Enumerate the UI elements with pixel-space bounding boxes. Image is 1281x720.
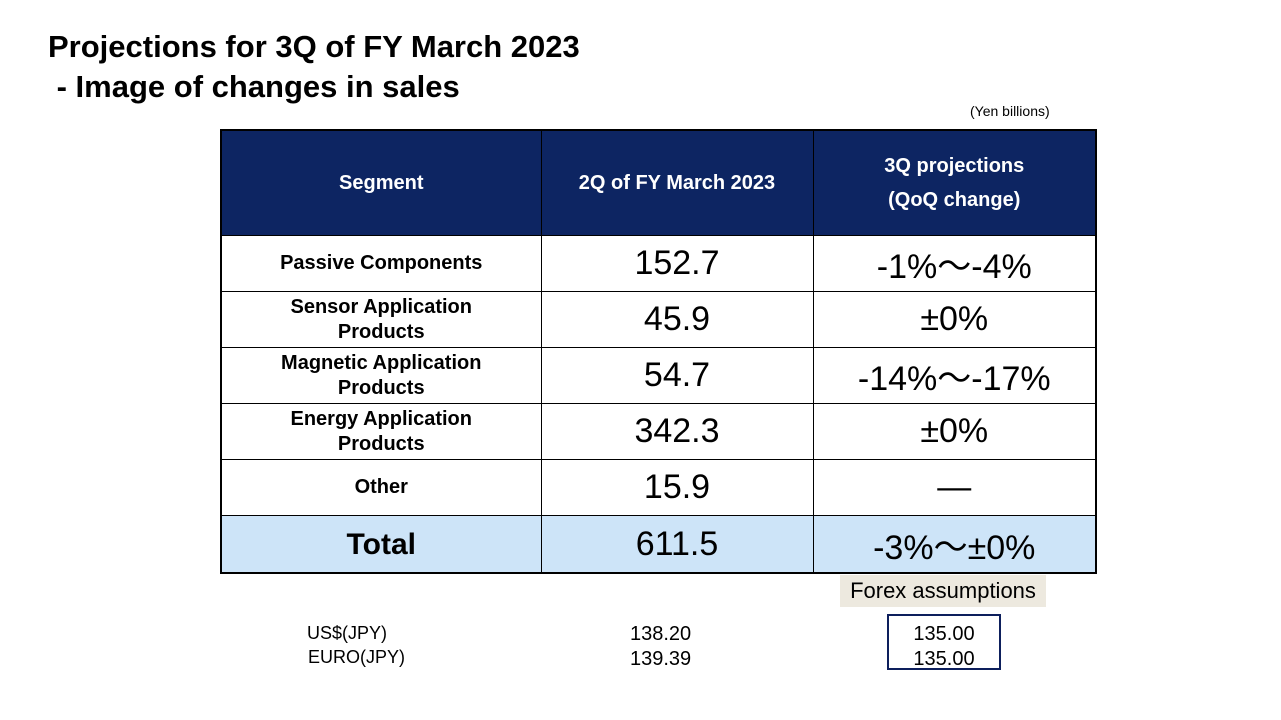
q3-change-cell: ― xyxy=(812,459,1097,516)
header-segment: Segment xyxy=(220,129,542,236)
forex-actual-rates: 138.20 139.39 xyxy=(630,622,691,672)
q3-change-cell: ±0% xyxy=(812,403,1097,460)
forex-currency-list: US$(JPY) EURO(JPY) xyxy=(307,621,405,669)
segment-name-line1: Energy Application xyxy=(290,407,472,430)
title-line-1: Projections for 3Q of FY March 2023 xyxy=(48,29,580,64)
table-row: Passive Components 152.7 -1%～-4% xyxy=(220,235,1097,292)
currency-euro: EURO(JPY) xyxy=(308,647,406,667)
total-row: Total 611.5 -3%～±0% xyxy=(220,515,1097,574)
page-title: Projections for 3Q of FY March 2023 - Im… xyxy=(48,27,580,107)
title-line-2: - Image of changes in sales xyxy=(48,69,460,104)
actual-rate-usd: 138.20 xyxy=(630,623,692,645)
forex-assumptions-label: Forex assumptions xyxy=(840,575,1046,607)
segment-cell: Energy Application Products xyxy=(220,403,542,460)
table-row: Other 15.9 ― xyxy=(220,459,1097,516)
segment-name: Passive Components xyxy=(280,252,483,274)
header-q3-line2: (QoQ change) xyxy=(888,189,1021,211)
q2-value-cell: 342.3 xyxy=(540,403,814,460)
table-row: Energy Application Products 342.3 ±0% xyxy=(220,403,1097,460)
segment-cell: Other xyxy=(220,459,542,516)
table-header-row: Segment 2Q of FY March 2023 3Q projectio… xyxy=(220,129,1097,236)
currency-usd: US$(JPY) xyxy=(307,623,388,643)
segment-name-line1: Sensor Application xyxy=(290,295,472,318)
segment-name-line2: Products xyxy=(337,376,425,399)
segment-name: Other xyxy=(354,476,408,498)
table-row: Magnetic Application Products 54.7 -14%～… xyxy=(220,347,1097,404)
q2-value-cell: 152.7 xyxy=(540,235,814,292)
header-q3-line1: 3Q projections xyxy=(884,155,1025,177)
unit-note: (Yen billions) xyxy=(970,103,1050,119)
segment-cell: Sensor Application Products xyxy=(220,291,542,348)
q2-value-cell: 15.9 xyxy=(540,459,814,516)
segment-name-line2: Products xyxy=(337,320,425,343)
segment-cell: Passive Components xyxy=(220,235,542,292)
segment-name-line1: Magnetic Application xyxy=(281,351,482,374)
assumed-rate-usd: 135.00 xyxy=(913,623,975,645)
q3-change-cell: -14%～-17% xyxy=(812,347,1097,404)
actual-rate-euro: 139.39 xyxy=(630,648,692,670)
segment-cell: Magnetic Application Products xyxy=(220,347,542,404)
header-q3: 3Q projections (QoQ change) xyxy=(812,129,1097,236)
assumed-rate-euro: 135.00 xyxy=(913,648,975,670)
q2-value-cell: 54.7 xyxy=(540,347,814,404)
q3-change-cell: ±0% xyxy=(812,291,1097,348)
sales-projection-table: Segment 2Q of FY March 2023 3Q projectio… xyxy=(220,129,1097,574)
total-q2-value: 611.5 xyxy=(540,515,814,574)
q2-value-cell: 45.9 xyxy=(540,291,814,348)
total-q3-change: -3%～±0% xyxy=(812,515,1097,574)
forex-assumed-rates-box: 135.00 135.00 xyxy=(887,614,1001,670)
table-row: Sensor Application Products 45.9 ±0% xyxy=(220,291,1097,348)
header-q2: 2Q of FY March 2023 xyxy=(540,129,814,236)
q3-change-cell: -1%～-4% xyxy=(812,235,1097,292)
total-label: Total xyxy=(220,515,542,574)
segment-name-line2: Products xyxy=(337,432,425,455)
